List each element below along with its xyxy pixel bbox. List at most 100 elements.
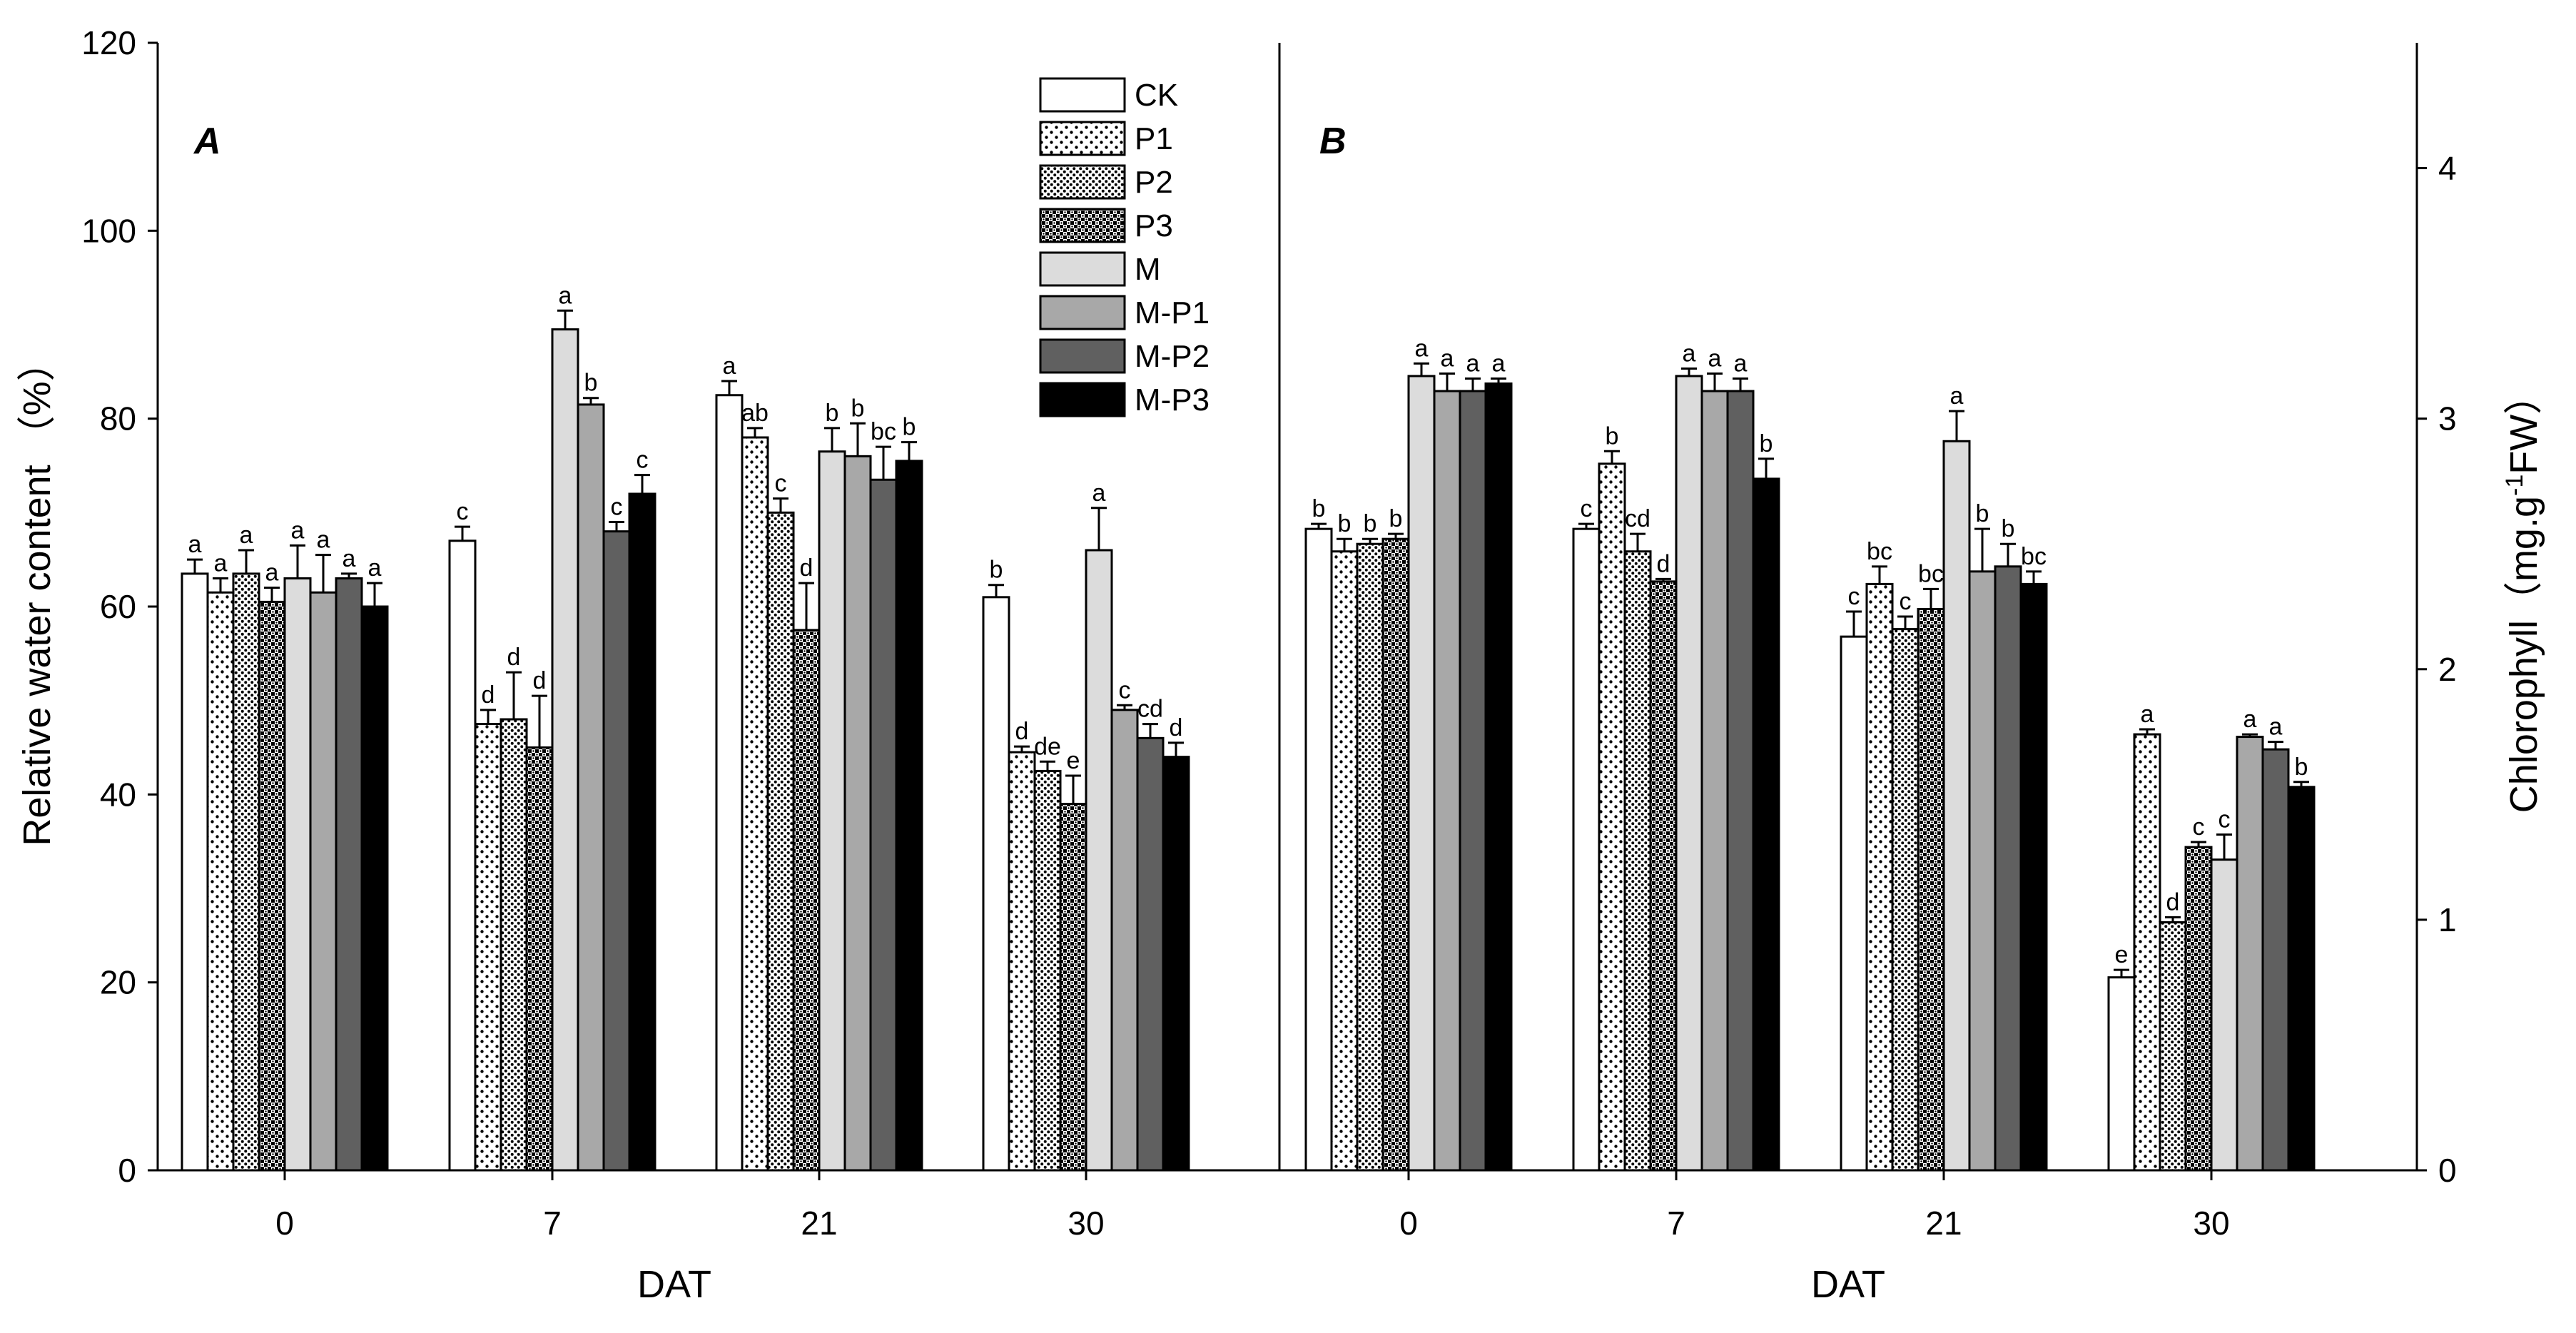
- legend-label-ck: CK: [1135, 78, 1178, 113]
- significance-label: b: [851, 395, 865, 422]
- y-tick-label: 0: [118, 1152, 136, 1189]
- significance-label: c: [611, 494, 623, 521]
- bar-a-p2-30: [1033, 769, 1062, 1172]
- y-tick-label: 3: [2438, 400, 2457, 437]
- significance-label: c: [1900, 588, 1912, 615]
- bar-a-m-p1-21: [843, 455, 872, 1172]
- bar-a-m-p2-0: [335, 577, 363, 1172]
- significance-label: a: [1441, 345, 1454, 372]
- significance-label: b: [903, 414, 916, 441]
- significance-label: e: [1067, 747, 1080, 774]
- legend-label-m: M: [1135, 252, 1161, 287]
- bar-b-m-p1-0: [1433, 390, 1461, 1172]
- bar-b-p2-7: [1623, 550, 1652, 1172]
- bar-a-p1-21: [741, 436, 769, 1172]
- significance-label: c: [1119, 676, 1131, 704]
- bar-b-p1-21: [1865, 582, 1894, 1172]
- significance-label: a: [188, 531, 202, 558]
- bar-a-ck-7: [448, 539, 477, 1172]
- bar-b-p2-30: [2159, 921, 2187, 1172]
- x-tick-label: 30: [1068, 1205, 1104, 1242]
- significance-label: a: [291, 517, 305, 544]
- bar-b-ck-0: [1304, 527, 1333, 1172]
- significance-label: a: [2243, 706, 2257, 733]
- bar-b-m-30: [2210, 858, 2238, 1172]
- bar-a-p1-0: [206, 591, 235, 1172]
- bar-a-m-p3-21: [895, 460, 923, 1172]
- bar-a-p2-21: [766, 511, 795, 1172]
- bar-b-m-7: [1675, 375, 1703, 1172]
- bar-a-m-p3-7: [628, 492, 656, 1172]
- significance-label: c: [1581, 495, 1593, 522]
- significance-label: a: [240, 522, 253, 549]
- y-tick-label: 20: [100, 964, 136, 1001]
- significance-label: bc: [871, 418, 896, 445]
- significance-label: a: [2269, 714, 2283, 741]
- significance-label: c: [457, 498, 469, 525]
- bar-a-p3-0: [258, 600, 286, 1172]
- legend-label-m-p1: M-P1: [1135, 295, 1210, 330]
- significance-label: b: [1338, 510, 1352, 537]
- bar-a-m-p2-21: [869, 478, 898, 1172]
- legend-swatch-m-p1: [1039, 295, 1126, 330]
- significance-label: a: [214, 550, 228, 577]
- bar-b-m-p3-7: [1752, 477, 1780, 1172]
- significance-label: cd: [1625, 505, 1650, 532]
- bar-a-m-p2-7: [602, 530, 631, 1172]
- panel-b-label: B: [1319, 121, 1347, 162]
- significance-label: b: [1312, 495, 1326, 522]
- bar-a-p1-7: [474, 723, 502, 1172]
- legend-swatch-p2: [1039, 164, 1126, 200]
- bar-a-m-21: [818, 450, 846, 1172]
- legend-swatch-m-p3: [1039, 382, 1126, 417]
- y-tick-label: 0: [2438, 1152, 2457, 1189]
- panel-b-ylabel-superscript: -1: [2501, 475, 2528, 496]
- significance-label: c: [2193, 814, 2205, 841]
- significance-label: a: [265, 559, 279, 587]
- significance-label: b: [1364, 510, 1377, 537]
- y-tick-label: 60: [100, 588, 136, 625]
- significance-label: bc: [2021, 543, 2047, 570]
- y-tick-label: 80: [100, 400, 136, 437]
- significance-label: d: [800, 554, 813, 582]
- y-tick-label: 40: [100, 776, 136, 813]
- significance-label: b: [2295, 754, 2308, 781]
- bar-b-p3-30: [2184, 846, 2213, 1172]
- bar-a-p2-0: [232, 572, 260, 1172]
- significance-label: d: [1015, 718, 1029, 745]
- significance-label: b: [1976, 500, 1989, 527]
- bar-b-m-p3-30: [2287, 786, 2316, 1172]
- bar-a-ck-21: [715, 394, 744, 1172]
- significance-label: b: [990, 557, 1003, 584]
- significance-label: c: [2218, 806, 2231, 833]
- bar-b-p1-7: [1598, 462, 1626, 1172]
- bar-b-m-p2-7: [1726, 390, 1755, 1172]
- significance-label: b: [826, 400, 839, 427]
- significance-label: e: [2115, 941, 2129, 968]
- significance-label: cd: [1137, 696, 1163, 723]
- legend-swatch-p3: [1039, 208, 1126, 243]
- significance-label: a: [368, 554, 382, 582]
- bar-a-p1-30: [1008, 751, 1036, 1172]
- bar-a-ck-0: [181, 572, 209, 1172]
- bar-b-m-p2-30: [2261, 748, 2290, 1172]
- bar-b-m-p3-0: [1484, 382, 1513, 1172]
- bar-b-p3-7: [1649, 580, 1678, 1172]
- x-tick-label: 7: [543, 1205, 562, 1242]
- panel-b-xlabel: DAT: [1811, 1263, 1885, 1306]
- significance-label: a: [1734, 350, 1748, 377]
- legend-swatch-m-p2: [1039, 338, 1126, 374]
- significance-label: a: [1708, 345, 1722, 372]
- significance-label: d: [2166, 888, 2180, 916]
- significance-label: bc: [1867, 538, 1892, 565]
- bar-a-p3-21: [792, 629, 821, 1172]
- significance-label: c: [775, 470, 787, 497]
- bar-a-m-0: [283, 577, 312, 1172]
- significance-label: a: [1092, 480, 1106, 507]
- significance-label: de: [1034, 733, 1061, 760]
- bar-a-p3-30: [1059, 803, 1087, 1172]
- significance-label: c: [1848, 583, 1860, 610]
